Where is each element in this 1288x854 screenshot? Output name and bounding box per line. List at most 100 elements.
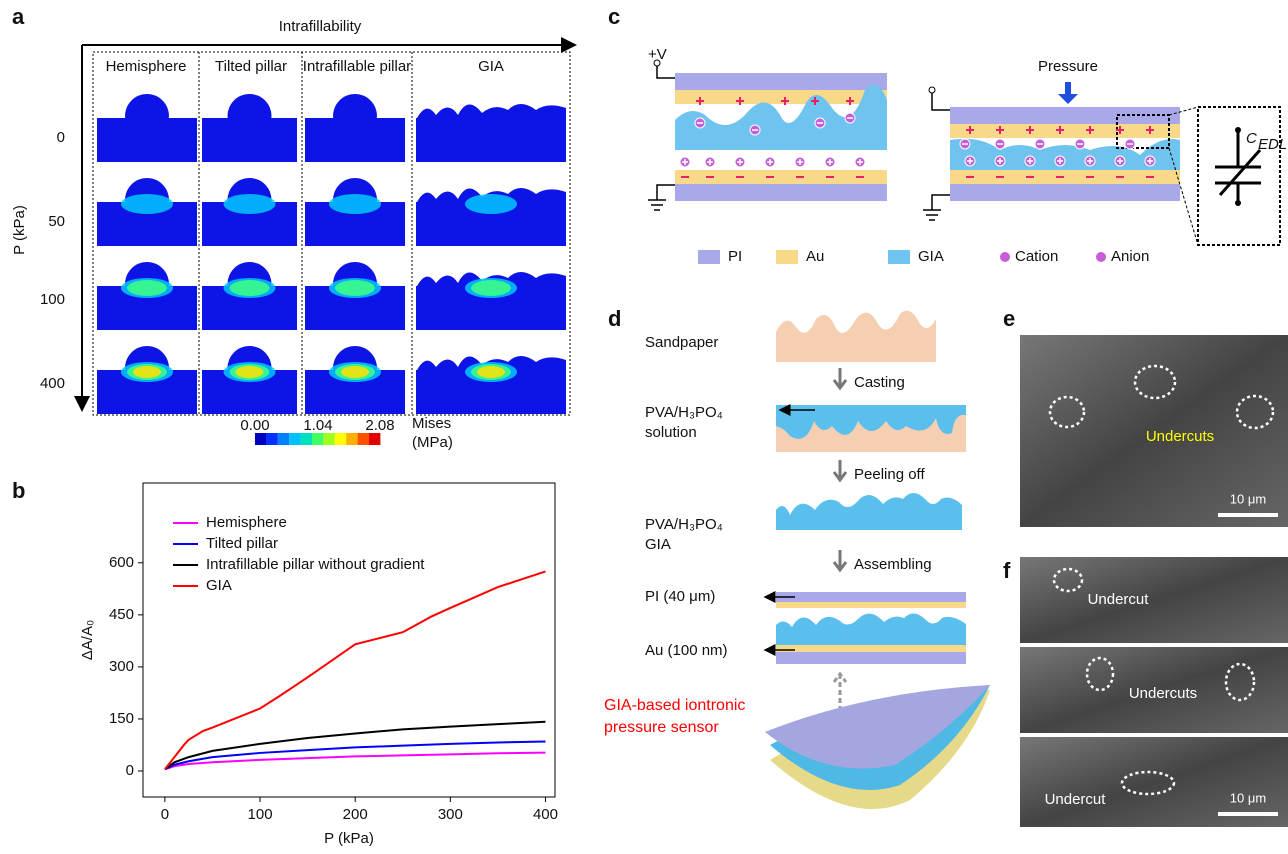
y-axis-title: ΔA/A₀ (79, 620, 96, 660)
shape (834, 550, 846, 570)
colorbar-segment (255, 433, 266, 445)
shape (255, 433, 380, 445)
colorbar-tick: 0.00 (240, 417, 269, 434)
colorbar-tick: 1.04 (303, 417, 332, 434)
data-line (165, 753, 546, 770)
y-tick-label: 450 (109, 606, 134, 623)
legend-label: Hemisphere (206, 514, 287, 531)
shape (776, 652, 966, 664)
colorbar-segment (369, 433, 380, 445)
step-label: Sandpaper (645, 334, 718, 351)
y-tick-label: 600 (109, 554, 134, 571)
x-tick-label: 400 (533, 806, 558, 823)
shape (698, 250, 720, 264)
shape (929, 87, 935, 93)
shape (776, 311, 936, 362)
annotation: Undercut (1045, 791, 1107, 808)
panel-c: +V Pressure C EDL PI Au GIA Cation Anion (648, 46, 1287, 265)
shape (675, 73, 887, 90)
sim-stress (127, 280, 167, 296)
sim-stress (133, 366, 161, 378)
shape (776, 613, 966, 645)
sim-stress (224, 194, 276, 214)
row-label: 400 (40, 375, 65, 392)
step-label: PVA/H₃PO₄ (645, 516, 723, 533)
panel-d: Sandpaper Casting PVA/H₃PO₄ solution Pee… (604, 311, 990, 809)
colorbar-segment (323, 433, 334, 445)
panel-a: Intrafillability P (kPa) Hemisphere Tilt… (11, 18, 575, 451)
axis-title: P (kPa) (11, 205, 28, 255)
panel-label: c (608, 4, 620, 29)
panel-label: f (1003, 558, 1011, 583)
data-line (165, 571, 546, 769)
layer-label: Au (100 nm) (645, 642, 728, 659)
legend-label: Cation (1015, 248, 1058, 265)
annotation: Undercut (1088, 591, 1150, 608)
step-label: Peeling off (854, 466, 925, 483)
annotation: Undercuts (1129, 685, 1197, 702)
shape (888, 250, 910, 264)
panel-label: d (608, 306, 621, 331)
layer-label: PI (40 μm) (645, 588, 715, 605)
panel-label: b (12, 478, 25, 503)
shape (97, 94, 566, 414)
sim-base (416, 118, 566, 162)
shape (950, 170, 1180, 184)
x-tick-label: 300 (438, 806, 463, 823)
pressure-label: Pressure (1038, 58, 1098, 75)
shape (950, 107, 1180, 124)
shape (776, 592, 966, 602)
colorbar-label: (MPa) (412, 434, 453, 451)
sensor-label: pressure sensor (604, 719, 719, 736)
sim-stress (477, 366, 505, 378)
step-label: solution (645, 424, 697, 441)
colorbar-segment (278, 433, 289, 445)
legend-label: PI (728, 248, 742, 265)
colorbar-segment (312, 433, 323, 445)
shape (1235, 200, 1241, 206)
legend-label: GIA (206, 577, 232, 594)
panel-f: Undercut Undercuts Undercut 10 μm (1020, 557, 1288, 827)
shape (776, 645, 966, 652)
shape (1058, 82, 1078, 104)
legend-label: Tilted pillar (206, 535, 278, 552)
axis-title: Intrafillability (279, 18, 362, 35)
shape (776, 493, 962, 530)
annotation: Undercuts (1146, 428, 1214, 445)
sim-stress (335, 280, 375, 296)
plot-frame (143, 483, 555, 797)
colorbar-label: Mises (412, 415, 451, 432)
sim-feature (333, 94, 377, 138)
sim-stress (329, 194, 381, 214)
legend-label: GIA (918, 248, 944, 265)
shape (1218, 812, 1278, 816)
sim-stress (465, 194, 517, 214)
shape (776, 602, 966, 608)
colorbar-segment (335, 433, 346, 445)
shape (950, 184, 1180, 201)
shape (834, 368, 846, 388)
scale-label: 10 μm (1230, 790, 1266, 805)
legend-label: Au (806, 248, 824, 265)
shape (675, 184, 887, 201)
shape (950, 124, 1180, 138)
sim-stress (121, 194, 173, 214)
step-label: Assembling (854, 556, 932, 573)
column-header: GIA (478, 58, 504, 75)
shape (1235, 127, 1241, 133)
colorbar-segment (266, 433, 277, 445)
sim-stress (341, 366, 369, 378)
step-label: PVA/H₃PO₄ (645, 404, 723, 421)
column-header: Tilted pillar (215, 58, 287, 75)
colorbar-segment (346, 433, 357, 445)
sim-stress (236, 366, 264, 378)
sensor-label: GIA-based iontronic (604, 697, 745, 714)
x-tick-label: 0 (161, 806, 169, 823)
data-line (165, 741, 546, 769)
x-axis-title: P (kPa) (324, 830, 374, 847)
row-label: 50 (48, 213, 65, 230)
shape (776, 250, 798, 264)
shape (834, 460, 846, 480)
step-label: GIA (645, 536, 671, 553)
